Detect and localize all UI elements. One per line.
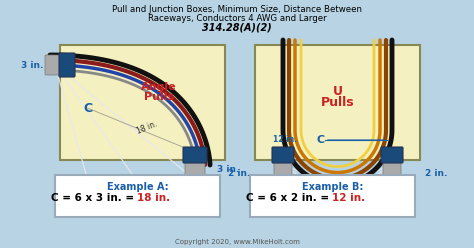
Text: Pulls: Pulls [144, 92, 174, 102]
Bar [60, 45, 225, 160]
FancyBboxPatch shape [274, 161, 292, 175]
FancyBboxPatch shape [383, 161, 401, 175]
FancyBboxPatch shape [59, 53, 75, 77]
Text: 2 in.: 2 in. [425, 169, 447, 179]
Text: 12 in.: 12 in. [332, 193, 365, 203]
Text: Copyright 2020, www.MikeHolt.com: Copyright 2020, www.MikeHolt.com [174, 239, 300, 245]
Bar [255, 45, 420, 160]
Bar [250, 175, 415, 217]
Text: C: C [83, 102, 92, 115]
Text: 12 in.: 12 in. [273, 135, 297, 145]
Text: C = 6 x 3 in. =: C = 6 x 3 in. = [51, 193, 137, 203]
Text: Pull and Junction Boxes, Minimum Size, Distance Between: Pull and Junction Boxes, Minimum Size, D… [112, 5, 362, 14]
Text: 3 in.: 3 in. [21, 61, 43, 69]
Text: 314.28(A)(2): 314.28(A)(2) [202, 23, 272, 33]
Text: Example B:: Example B: [302, 182, 363, 192]
Text: C = 6 x 2 in. =: C = 6 x 2 in. = [246, 193, 332, 203]
Text: Pulls: Pulls [321, 96, 354, 109]
Text: Example A:: Example A: [107, 182, 168, 192]
Text: 18 in.: 18 in. [137, 193, 171, 203]
FancyBboxPatch shape [45, 55, 61, 75]
Text: Angle: Angle [141, 82, 177, 92]
Text: Raceways, Conductors 4 AWG and Larger: Raceways, Conductors 4 AWG and Larger [148, 14, 326, 23]
Text: C: C [317, 135, 325, 145]
FancyBboxPatch shape [183, 147, 207, 163]
FancyBboxPatch shape [185, 161, 205, 175]
Text: 2 in.: 2 in. [228, 169, 250, 179]
Bar [55, 175, 220, 217]
Text: 3 in.: 3 in. [217, 165, 239, 175]
Text: 18 in.: 18 in. [135, 120, 158, 136]
Text: U: U [332, 85, 343, 98]
FancyBboxPatch shape [381, 147, 403, 163]
FancyBboxPatch shape [272, 147, 294, 163]
